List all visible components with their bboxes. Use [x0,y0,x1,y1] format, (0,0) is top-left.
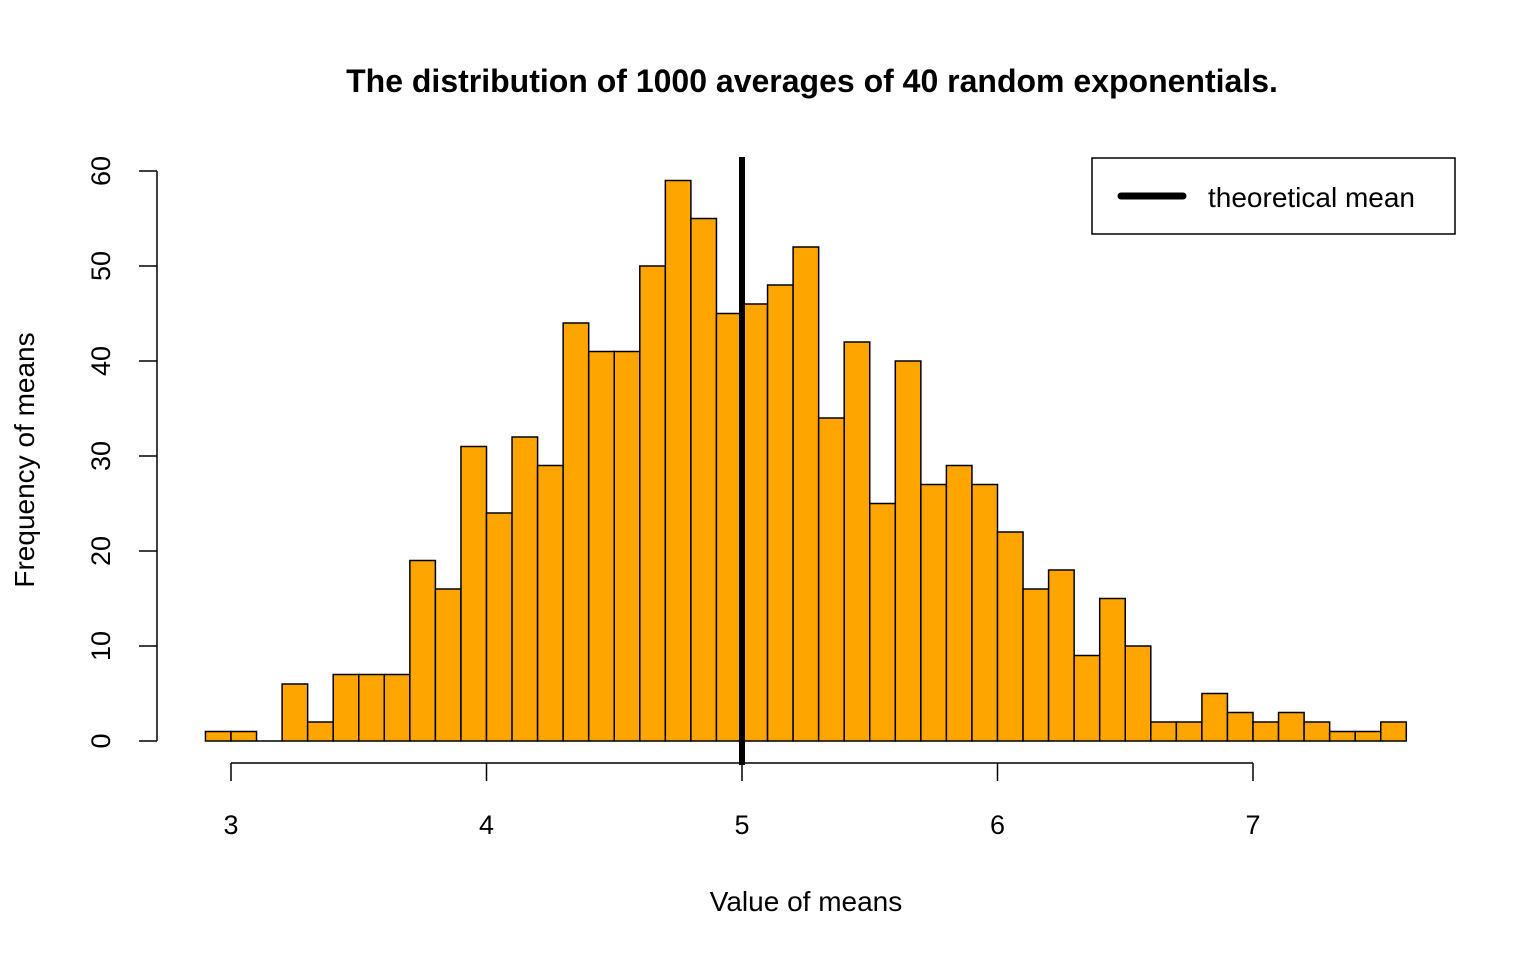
histogram-bar [306,721,334,742]
histogram-bar [536,464,564,742]
histogram-bar [511,436,539,742]
histogram-bar [1047,569,1075,742]
x-tick-label: 7 [1245,810,1260,840]
histogram-bar [792,246,820,742]
histogram-bar [1303,721,1331,742]
histogram-bar [434,588,462,742]
histogram-bar [204,730,232,742]
histogram-bar [1252,721,1280,742]
legend-label: theoretical mean [1208,182,1415,213]
histogram-bar [639,265,667,742]
histogram-bar [1354,730,1382,742]
histogram-bar [358,673,386,742]
histogram-bar [945,464,973,742]
y-tick-label: 50 [86,251,116,281]
histogram-bar [1328,730,1356,742]
x-tick-label: 5 [734,810,749,840]
histogram-bar [715,312,743,742]
y-tick-label: 20 [86,536,116,566]
x-tick-label: 3 [223,810,238,840]
histogram-bar [817,417,845,742]
histogram-bar [587,350,616,742]
histogram-bar [409,559,437,742]
x-tick-label: 6 [990,810,1005,840]
histogram-bar [332,673,360,742]
histogram-bar [690,217,718,742]
histogram-bar [281,683,309,742]
y-tick-label: 0 [86,733,116,748]
histogram-bars [204,179,1408,742]
y-tick-label: 30 [86,441,116,471]
histogram-bar [741,303,769,742]
legend: theoretical mean [1091,157,1456,235]
y-axis-label: Frequency of means [9,332,40,587]
x-axis-label: Value of means [710,886,903,917]
histogram-bar [766,284,794,742]
histogram-bar [230,730,258,742]
histogram-bar [843,341,871,742]
histogram-bar [1022,588,1050,742]
histogram-bar [971,483,999,742]
y-axis: 0 10 20 30 40 50 60 [86,156,158,749]
histogram-bar [996,531,1024,742]
histogram-bar [1098,597,1126,742]
histogram-bar [1150,721,1178,742]
histogram-bar [1124,645,1152,742]
histogram-bar [485,512,513,742]
histogram-bar [1277,711,1305,742]
histogram-bar [383,673,411,742]
x-tick-label: 4 [479,810,494,840]
histogram-bar [1175,721,1203,742]
histogram-bar [1201,692,1229,742]
histogram-bar [1226,711,1254,742]
histogram-bar [613,350,641,742]
histogram-bar [1380,721,1408,742]
histogram-bar [1073,654,1101,742]
y-tick-label: 40 [86,346,116,376]
y-tick-label: 60 [86,156,116,186]
histogram-bar [869,502,897,742]
chart-title: The distribution of 1000 averages of 40 … [346,63,1278,99]
histogram-bar [664,179,692,742]
x-axis: 3 4 5 6 7 [223,762,1261,840]
histogram-bar [562,322,590,742]
histogram-bar [920,483,948,742]
histogram-bar [460,445,488,742]
histogram-bar [894,360,922,742]
y-tick-label: 10 [86,631,116,661]
